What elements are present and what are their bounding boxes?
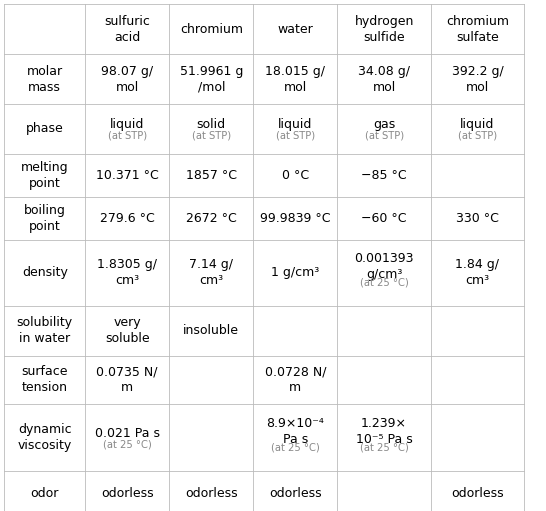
Text: 1 g/cm³: 1 g/cm³ (271, 266, 319, 280)
Text: insoluble: insoluble (183, 324, 239, 337)
Text: (at STP): (at STP) (108, 130, 147, 141)
Text: −85 °C: −85 °C (361, 169, 407, 182)
Text: water: water (277, 22, 313, 36)
Text: 0 °C: 0 °C (282, 169, 309, 182)
Text: 99.9839 °C: 99.9839 °C (260, 212, 331, 225)
Text: phase: phase (26, 123, 64, 135)
Text: chromium
sulfate: chromium sulfate (446, 15, 509, 43)
Text: gas: gas (373, 118, 395, 131)
Text: hydrogen
sulfide: hydrogen sulfide (354, 15, 414, 43)
Text: liquid: liquid (110, 118, 144, 131)
Text: 1.84 g/
cm³: 1.84 g/ cm³ (455, 259, 500, 287)
Text: 1.239×
10⁻⁵ Pa s: 1.239× 10⁻⁵ Pa s (356, 416, 412, 446)
Text: odorless: odorless (185, 487, 238, 500)
Text: chromium: chromium (180, 22, 243, 36)
Text: odorless: odorless (101, 487, 153, 500)
Text: 18.015 g/
mol: 18.015 g/ mol (265, 64, 325, 94)
Text: (at STP): (at STP) (192, 130, 231, 141)
Text: (at 25 °C): (at 25 °C) (271, 443, 320, 452)
Text: 51.9961 g
/mol: 51.9961 g /mol (180, 64, 243, 94)
Text: odorless: odorless (269, 487, 322, 500)
Text: (at STP): (at STP) (365, 130, 403, 141)
Text: 392.2 g/
mol: 392.2 g/ mol (452, 64, 503, 94)
Text: surface
tension: surface tension (21, 365, 68, 394)
Text: molar
mass: molar mass (27, 64, 63, 94)
Text: 279.6 °C: 279.6 °C (100, 212, 155, 225)
Text: (at 25 °C): (at 25 °C) (360, 277, 408, 288)
Text: density: density (22, 266, 68, 280)
Text: 1857 °C: 1857 °C (186, 169, 237, 182)
Text: 0.0728 N/
m: 0.0728 N/ m (265, 365, 326, 394)
Text: −60 °C: −60 °C (361, 212, 407, 225)
Text: 0.001393
g/cm³: 0.001393 g/cm³ (354, 251, 414, 281)
Text: 7.14 g/
cm³: 7.14 g/ cm³ (189, 259, 233, 287)
Text: very
soluble: very soluble (105, 316, 150, 345)
Text: 2672 °C: 2672 °C (186, 212, 236, 225)
Text: odor: odor (31, 487, 59, 500)
Text: 0.021 Pa s: 0.021 Pa s (94, 427, 160, 439)
Text: melting
point: melting point (21, 161, 69, 190)
Text: 330 °C: 330 °C (456, 212, 499, 225)
Text: (at 25 °C): (at 25 °C) (360, 443, 408, 452)
Text: liquid: liquid (460, 118, 495, 131)
Text: dynamic
viscosity: dynamic viscosity (17, 424, 72, 452)
Text: (at STP): (at STP) (458, 130, 497, 141)
Text: 0.0735 N/
m: 0.0735 N/ m (97, 365, 158, 394)
Text: odorless: odorless (451, 487, 504, 500)
Text: solubility
in water: solubility in water (17, 316, 73, 345)
Text: 1.8305 g/
cm³: 1.8305 g/ cm³ (97, 259, 157, 287)
Text: 10.371 °C: 10.371 °C (96, 169, 158, 182)
Text: 34.08 g/
mol: 34.08 g/ mol (358, 64, 410, 94)
Text: 8.9×10⁻⁴
Pa s: 8.9×10⁻⁴ Pa s (266, 416, 324, 446)
Text: (at STP): (at STP) (276, 130, 315, 141)
Text: solid: solid (197, 118, 226, 131)
Text: boiling
point: boiling point (24, 204, 66, 233)
Text: sulfuric
acid: sulfuric acid (104, 15, 150, 43)
Text: (at 25 °C): (at 25 °C) (103, 439, 152, 449)
Text: 98.07 g/
mol: 98.07 g/ mol (101, 64, 153, 94)
Text: liquid: liquid (278, 118, 312, 131)
